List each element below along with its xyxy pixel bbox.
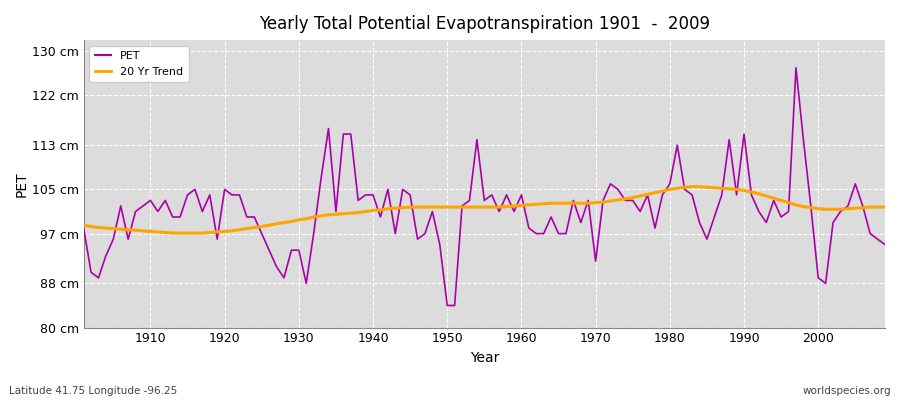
X-axis label: Year: Year <box>470 351 499 365</box>
Y-axis label: PET: PET <box>15 171 29 197</box>
Text: Latitude 41.75 Longitude -96.25: Latitude 41.75 Longitude -96.25 <box>9 386 177 396</box>
Legend: PET, 20 Yr Trend: PET, 20 Yr Trend <box>89 46 189 82</box>
Text: worldspecies.org: worldspecies.org <box>803 386 891 396</box>
Title: Yearly Total Potential Evapotranspiration 1901  -  2009: Yearly Total Potential Evapotranspiratio… <box>259 15 710 33</box>
